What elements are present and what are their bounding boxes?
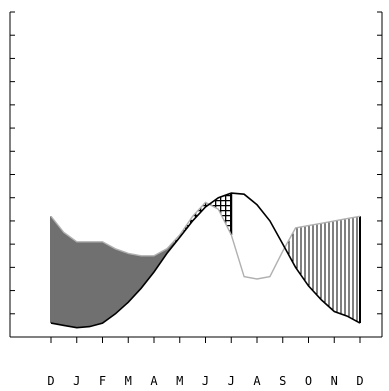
vertical-stripe-band-fill <box>282 216 360 324</box>
crosshatch-band-fill <box>174 193 232 244</box>
x-tick-label: O <box>305 374 312 388</box>
x-tick-label: J <box>73 374 80 388</box>
x-tick-label: A <box>253 374 261 388</box>
x-tick-label: D <box>47 374 54 388</box>
x-tick-label: M <box>125 374 132 388</box>
gray-band-fill <box>51 216 175 328</box>
x-tick-label: F <box>99 374 106 388</box>
x-tick-label: N <box>331 374 338 388</box>
upper-series-line <box>50 201 361 280</box>
lower-series-line <box>50 192 361 329</box>
x-tick-label: J <box>202 374 209 388</box>
x-tick-label: D <box>356 374 363 388</box>
x-tick-label: A <box>150 374 158 388</box>
line-layer <box>50 192 361 329</box>
x-tick-label: M <box>176 374 183 388</box>
fill-layer <box>50 193 361 328</box>
x-tick-label: J <box>228 374 235 388</box>
axes <box>9 11 383 343</box>
x-tick-label: S <box>279 374 286 388</box>
